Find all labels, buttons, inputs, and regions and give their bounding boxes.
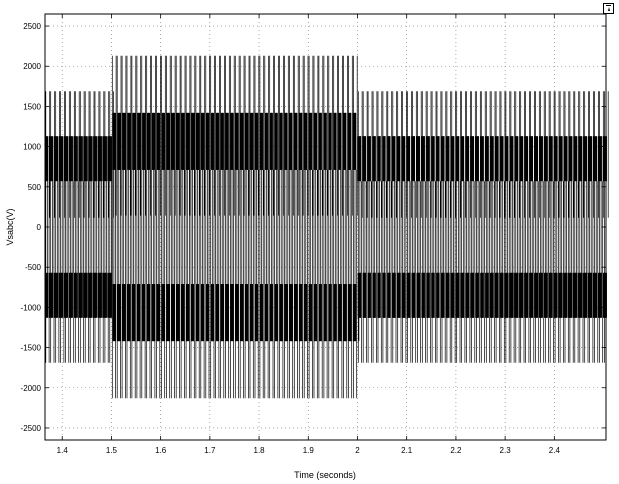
x-tick-label: 2.3 [500, 446, 512, 455]
y-tick-label: 1000 [23, 143, 41, 152]
x-tick-label: 2 [355, 446, 360, 455]
x-tick-label: 2.2 [450, 446, 462, 455]
x-tick-label: 1.4 [57, 446, 69, 455]
export-icon[interactable] [603, 3, 614, 14]
y-axis-label: Vsabc(V) [5, 208, 15, 245]
y-tick-label: -2000 [21, 384, 42, 393]
x-tick-label: 2.1 [401, 446, 413, 455]
y-tick-label: -1500 [21, 344, 42, 353]
dense-band-upper [357, 136, 606, 182]
waveform-series [45, 55, 609, 399]
x-tick-label: 1.7 [204, 446, 216, 455]
y-tick-label: 2000 [23, 62, 41, 71]
x-tick-label: 1.5 [106, 446, 118, 455]
y-tick-label: 0 [37, 223, 42, 232]
x-tick-label: 1.6 [155, 446, 167, 455]
x-axis-label: Time (seconds) [294, 470, 356, 480]
y-axis: 2500 2000 1500 1000 500 0 -500 -1000 -1500 -2000 -… [21, 22, 606, 433]
x-tick-label: 1.8 [254, 446, 266, 455]
x-axis: 1.4 1.5 1.6 1.7 1.8 1.9 2 2.1 2.2 2.3 2.4 [57, 14, 561, 455]
y-tick-label: 1500 [23, 102, 41, 111]
x-tick-label: 1.9 [303, 446, 315, 455]
dense-band-upper [45, 136, 112, 182]
y-tick-label: -2500 [21, 424, 42, 433]
y-tick-label: -500 [25, 263, 42, 272]
y-tick-label: -1000 [21, 303, 42, 312]
y-tick-label: 500 [28, 183, 42, 192]
y-tick-label: 2500 [23, 22, 41, 31]
x-tick-label: 2.4 [549, 446, 561, 455]
